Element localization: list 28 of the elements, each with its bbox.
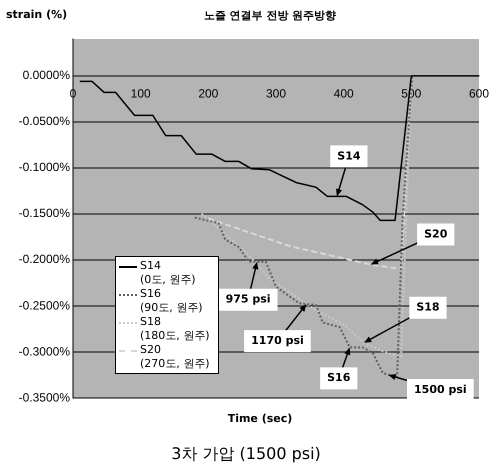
annotation: 1170 psi: [251, 334, 304, 347]
text: 3차 가압 (1500 psi): [170, 444, 322, 465]
annotation: 975 psi: [226, 292, 271, 306]
y-tick-label: -0.1000%: [18, 160, 70, 174]
y-tick-label: -0.3500%: [18, 390, 70, 404]
y-tick-label: 0.0000%: [22, 68, 70, 82]
legend-label: S16 (90도, 원주): [140, 287, 203, 315]
annotation: S18: [416, 300, 440, 314]
chart-title: 노즐 연결부 전방 원주방향: [202, 8, 338, 23]
legend-label: S14 (0도, 원주): [140, 259, 196, 287]
y-tick-label: -0.2500%: [18, 298, 70, 312]
annotation: S16: [327, 371, 351, 384]
x-tick-label: 400: [334, 86, 354, 100]
y-tick-label: -0.3000%: [18, 344, 70, 358]
y-tick-label: -0.1500%: [18, 206, 70, 220]
annotation: S14: [337, 149, 361, 162]
x-tick-label: 100: [130, 86, 151, 100]
y-axis-title: strain (%): [6, 8, 68, 21]
y-tick-label: -0.0500%: [18, 114, 70, 128]
annotation: 1500 psi: [414, 382, 467, 396]
annotation: S20: [424, 227, 448, 240]
legend-label: S20 (270도, 원주): [140, 343, 210, 371]
x-tick-label: 300: [266, 86, 286, 100]
x-axis-title: Time (sec): [226, 412, 294, 425]
y-tick-label: -0.2000%: [18, 252, 70, 266]
legend-label: S18 (180도, 원주): [140, 315, 210, 343]
x-tick-label: 200: [198, 86, 219, 100]
x-tick-label: 600: [468, 86, 490, 100]
